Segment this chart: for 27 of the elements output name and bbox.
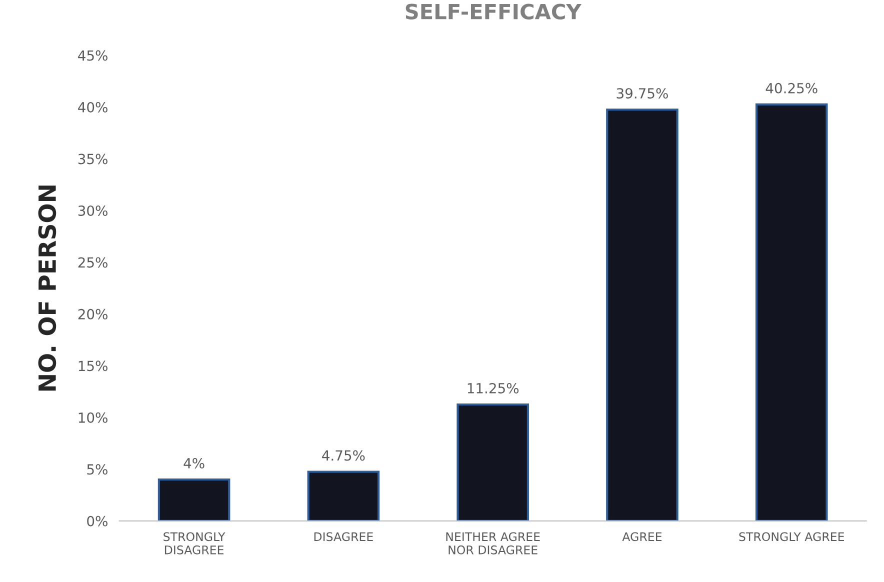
data-label: 11.25% [468, 382, 519, 394]
y-tick-label: 0% [87, 516, 108, 526]
x-tick-label: DISAGREE [314, 532, 373, 542]
data-label: 40.25% [766, 82, 818, 94]
y-tick-label: 45% [78, 50, 108, 61]
x-tick-label: AGREE [622, 532, 662, 542]
y-tick-label: 35% [78, 154, 108, 164]
x-tick-label: STRONGLY DISAGREE [164, 532, 226, 554]
y-tick-label: 15% [78, 360, 108, 372]
x-tick-label: STRONGLY AGREE [739, 532, 844, 542]
bar [307, 470, 380, 521]
bar [456, 403, 529, 521]
y-tick-label: 40% [78, 102, 108, 112]
chart-title: SELF-EFFICACY [406, 4, 582, 20]
bar [606, 108, 678, 521]
bar [158, 478, 230, 521]
y-tick-label: 10% [78, 412, 108, 423]
y-tick-label: 20% [78, 308, 108, 320]
y-axis-title: NO. OF PERSON [38, 186, 56, 391]
y-tick-label: 25% [78, 257, 108, 268]
data-label: 39.75% [616, 88, 668, 99]
data-label: 4.75% [322, 450, 365, 461]
data-label: 4% [184, 458, 204, 468]
x-tick-label: NEITHER AGREE NOR DISAGREE [446, 532, 540, 554]
bar [755, 103, 828, 521]
y-tick-label: 30% [78, 205, 108, 216]
y-tick-label: 5% [87, 464, 108, 475]
